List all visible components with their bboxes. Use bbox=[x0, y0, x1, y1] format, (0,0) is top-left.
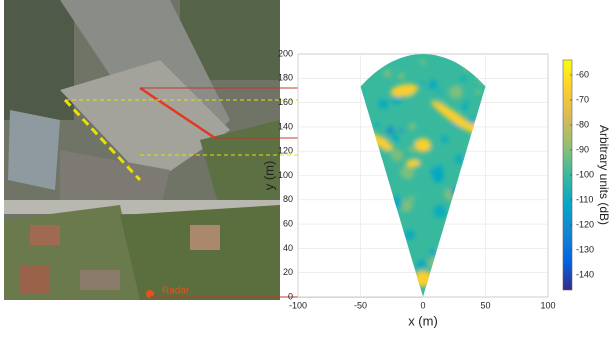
y-tick-label: 200 bbox=[278, 48, 293, 58]
speckle-blob bbox=[406, 118, 413, 124]
speckle-blob bbox=[419, 59, 426, 65]
colorbar-tick-label: -110 bbox=[576, 194, 593, 204]
speckle-blob bbox=[461, 104, 468, 112]
speckle-blob bbox=[427, 79, 438, 90]
speckle-blob bbox=[383, 69, 392, 77]
speckle-blob bbox=[454, 154, 465, 164]
colorbar-tick-label: -90 bbox=[576, 144, 589, 154]
reflector bbox=[415, 138, 431, 153]
speckle-blob bbox=[475, 88, 481, 95]
speckle-blob bbox=[400, 165, 415, 180]
x-tick-label: 0 bbox=[420, 300, 425, 310]
speckle-blob bbox=[415, 259, 427, 271]
speckle-blob bbox=[395, 119, 404, 127]
speckle-blob bbox=[380, 148, 390, 158]
y-axis-label: y (m) bbox=[261, 161, 276, 191]
speckle-blob bbox=[433, 204, 447, 218]
colorbar-tick-label: -100 bbox=[576, 169, 594, 179]
speckle-blob bbox=[391, 134, 400, 143]
speckle-blob bbox=[399, 128, 404, 133]
colorbar-tick-label: -60 bbox=[576, 69, 589, 79]
speckle-blob bbox=[460, 75, 467, 82]
reflector bbox=[431, 100, 478, 134]
colorbar-tick-label: -120 bbox=[576, 219, 594, 229]
radar-label: Radar bbox=[162, 286, 190, 297]
y-tick-label: 0 bbox=[288, 291, 293, 301]
y-tick-label: 180 bbox=[278, 73, 293, 83]
x-axis-label: x (m) bbox=[408, 313, 438, 328]
speckle-blob bbox=[449, 85, 463, 99]
speckle-blob bbox=[419, 81, 424, 86]
x-tick-label: -100 bbox=[289, 300, 307, 310]
speckle-blob bbox=[439, 90, 452, 104]
plot: -100 -50 0 50 100 0 20 40 60 80 100 120 140 160 180 200… bbox=[261, 48, 610, 328]
reflector bbox=[390, 84, 419, 97]
speckle-blob bbox=[425, 155, 439, 169]
x-tick-label: -50 bbox=[354, 300, 367, 310]
colorbar-tick-label: -130 bbox=[576, 244, 594, 254]
y-tick-label: 100 bbox=[278, 170, 293, 180]
speckle-blob bbox=[393, 99, 398, 104]
y-tick-label: 120 bbox=[278, 146, 293, 156]
speckle-blob bbox=[444, 204, 450, 210]
y-tick-label: 160 bbox=[278, 97, 293, 107]
colorbar-tick-label: -140 bbox=[576, 269, 594, 279]
y-tick-label: 40 bbox=[283, 243, 293, 253]
aerial-photo: Radar bbox=[4, 0, 280, 300]
speckle-blob bbox=[404, 229, 415, 241]
colorbar-tick-label: -70 bbox=[576, 94, 589, 104]
speckle-blob bbox=[465, 100, 470, 105]
speckle-blob bbox=[398, 73, 405, 80]
reflector bbox=[406, 159, 420, 168]
y-tick-label: 20 bbox=[283, 267, 293, 277]
speckle-blob bbox=[374, 122, 380, 127]
y-tick-label: 60 bbox=[283, 218, 293, 228]
x-tick-label: 100 bbox=[540, 300, 555, 310]
speckle-blob bbox=[404, 136, 417, 149]
speckle-blob bbox=[429, 147, 440, 158]
x-tick-label: 50 bbox=[480, 300, 490, 310]
speckle-blob bbox=[386, 126, 395, 135]
y-tick-label: 140 bbox=[278, 121, 293, 131]
colorbar-tick-label: -80 bbox=[576, 119, 589, 129]
speckle-blob bbox=[391, 149, 404, 162]
speckle-blob bbox=[409, 123, 417, 130]
speckle-blob bbox=[422, 80, 429, 87]
speckle-blob bbox=[378, 98, 389, 110]
speckle-blob bbox=[441, 135, 449, 143]
colorbar-label: Arbitrary units (dB) bbox=[597, 125, 611, 225]
speckle-blob bbox=[409, 195, 415, 201]
speckle-blob bbox=[421, 192, 432, 204]
y-tick-label: 80 bbox=[283, 194, 293, 204]
